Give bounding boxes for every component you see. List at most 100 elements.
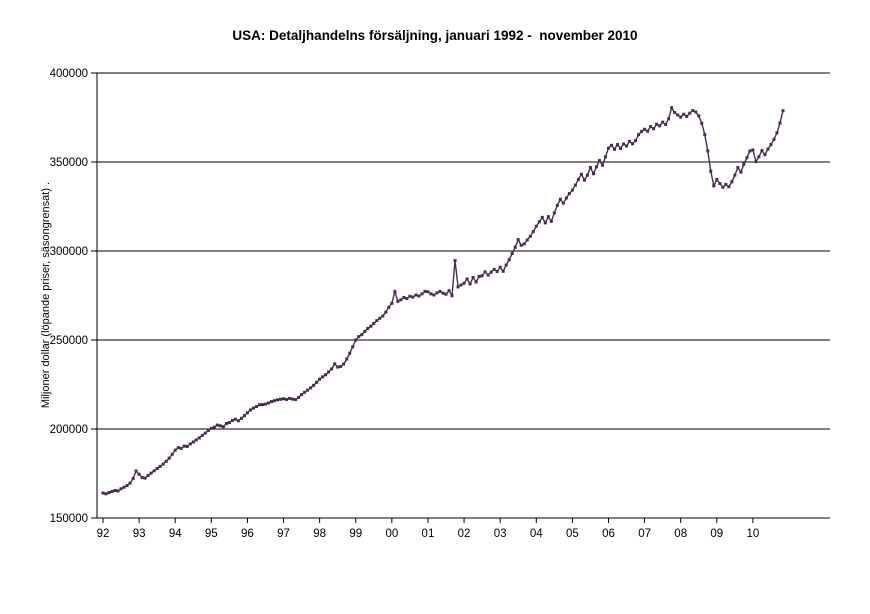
data-point-marker <box>625 144 629 148</box>
data-point-marker <box>661 120 665 124</box>
data-point-marker <box>649 125 653 129</box>
data-point-marker <box>212 425 216 429</box>
data-point-marker <box>564 196 568 200</box>
x-tick-label: 97 <box>277 528 290 540</box>
data-point-marker <box>218 424 222 428</box>
data-point-marker <box>483 270 487 274</box>
data-point-marker <box>622 142 626 146</box>
data-point-marker <box>143 476 147 480</box>
data-point-marker <box>239 416 243 420</box>
data-point-marker <box>694 110 698 114</box>
data-point-marker <box>489 270 493 274</box>
data-point-marker <box>245 411 249 415</box>
y-tick-label: 400000 <box>50 68 88 80</box>
data-point-marker <box>339 365 343 369</box>
data-point-marker <box>227 421 231 425</box>
data-point-marker <box>423 289 427 293</box>
data-point-marker <box>230 418 234 422</box>
data-point-marker <box>610 143 613 147</box>
data-point-marker <box>354 338 358 342</box>
data-point-marker <box>751 148 755 152</box>
data-point-marker <box>152 469 156 473</box>
data-point-marker <box>125 484 129 488</box>
data-point-marker <box>363 329 367 333</box>
data-point-marker <box>688 111 692 115</box>
x-tick-label: 09 <box>710 528 723 540</box>
data-point-marker <box>453 259 457 263</box>
x-tick-label: 99 <box>349 528 362 540</box>
data-point-marker <box>456 285 460 289</box>
data-point-marker <box>200 433 204 437</box>
data-point-marker <box>396 299 400 303</box>
data-point-marker <box>561 201 565 205</box>
data-point-marker <box>203 431 207 435</box>
data-point-marker <box>260 403 264 407</box>
data-point-marker <box>525 238 529 242</box>
data-point-marker <box>312 383 316 387</box>
data-point-marker <box>372 321 376 325</box>
data-point-marker <box>215 423 219 427</box>
data-point-marker <box>149 471 153 475</box>
data-point-marker <box>591 172 595 176</box>
data-point-marker <box>501 269 505 273</box>
data-point-marker <box>333 362 337 366</box>
data-point-marker <box>730 180 734 184</box>
data-point-marker <box>522 242 526 246</box>
data-point-marker <box>573 183 577 187</box>
data-point-marker <box>224 421 228 425</box>
data-point-marker <box>700 121 704 125</box>
x-tick-label: 02 <box>458 528 471 540</box>
data-point-marker <box>134 469 138 473</box>
data-point-marker <box>579 172 583 176</box>
data-point-marker <box>146 473 150 477</box>
data-point-marker <box>781 109 785 113</box>
data-point-marker <box>161 462 165 466</box>
data-point-marker <box>197 436 201 440</box>
data-point-marker <box>414 293 418 297</box>
data-point-marker <box>185 444 189 448</box>
data-point-marker <box>248 408 252 412</box>
data-point-marker <box>300 393 304 397</box>
data-point-marker <box>513 245 517 249</box>
series-line <box>102 105 784 495</box>
data-point-marker <box>486 273 490 277</box>
data-point-marker <box>137 472 141 476</box>
data-point-marker <box>438 289 442 293</box>
data-point-marker <box>697 114 701 118</box>
data-point-marker <box>390 301 394 305</box>
data-point-marker <box>655 122 659 126</box>
data-point-marker <box>465 277 469 281</box>
x-tick-label: 93 <box>133 528 146 540</box>
data-point-marker <box>760 149 764 153</box>
data-point-marker <box>221 425 225 429</box>
data-point-marker <box>402 295 406 299</box>
data-point-marker <box>679 115 683 119</box>
data-point-marker <box>706 149 710 153</box>
data-point-marker <box>393 290 397 294</box>
data-point-marker <box>182 444 186 448</box>
data-point-marker <box>634 139 638 143</box>
data-point-marker <box>480 274 484 278</box>
data-point-marker <box>709 169 713 173</box>
data-point-marker <box>426 290 430 294</box>
data-point-marker <box>251 406 255 410</box>
data-point-marker <box>242 414 246 418</box>
data-point-marker <box>775 131 779 135</box>
data-point-marker <box>441 291 445 295</box>
data-point-marker <box>495 269 499 273</box>
data-point-marker <box>603 155 607 159</box>
data-point-marker <box>206 428 210 432</box>
x-tick-label: 05 <box>566 528 579 540</box>
data-point-marker <box>291 397 295 401</box>
x-tick-label: 98 <box>313 528 326 540</box>
x-tick-label: 03 <box>494 528 507 540</box>
data-point-marker <box>164 459 168 463</box>
data-point-marker <box>459 283 463 287</box>
data-point-marker <box>173 448 177 452</box>
data-point-marker <box>315 380 319 384</box>
data-point-marker <box>288 396 292 400</box>
data-point-marker <box>739 170 743 174</box>
data-point-marker <box>167 456 171 460</box>
data-point-marker <box>588 166 592 170</box>
